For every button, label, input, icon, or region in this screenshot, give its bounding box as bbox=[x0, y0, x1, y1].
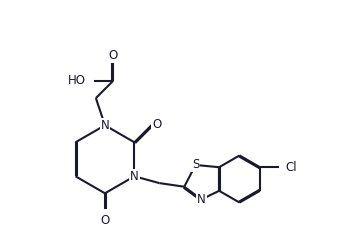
Text: O: O bbox=[153, 118, 162, 131]
Text: Cl: Cl bbox=[285, 161, 297, 174]
Text: O: O bbox=[108, 49, 118, 62]
Text: N: N bbox=[197, 193, 206, 206]
Text: O: O bbox=[100, 214, 110, 227]
Text: N: N bbox=[100, 119, 109, 132]
Text: N: N bbox=[130, 170, 139, 183]
Text: S: S bbox=[192, 159, 199, 171]
Text: HO: HO bbox=[68, 74, 86, 87]
